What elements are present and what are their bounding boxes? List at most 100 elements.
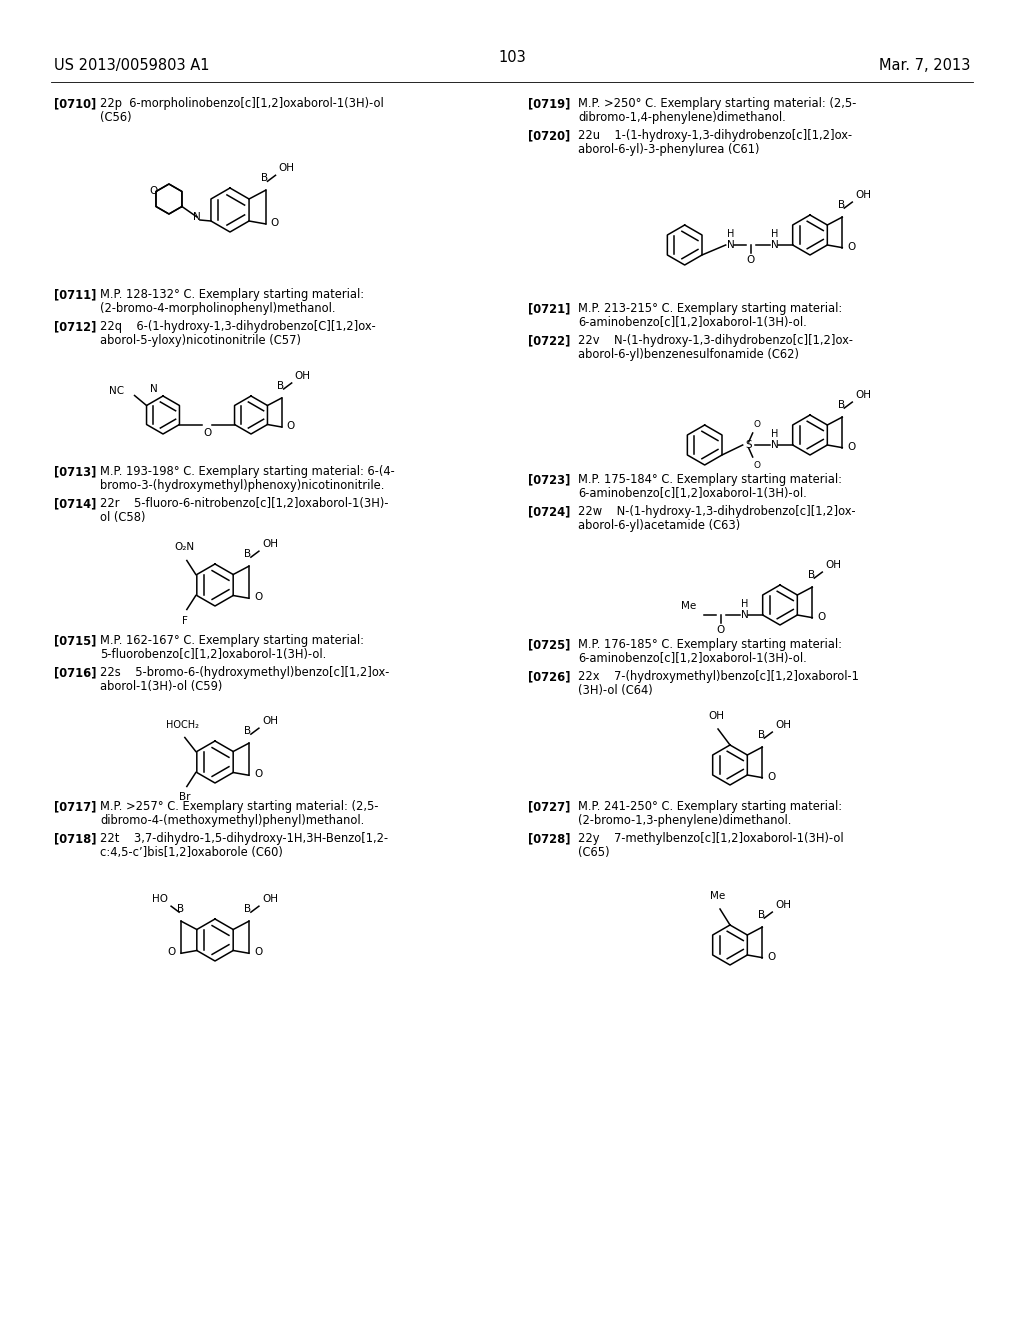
Text: OH: OH [775,900,792,909]
Text: [0715]: [0715] [54,634,96,647]
Text: B: B [278,381,285,391]
Text: 22s    5-bromo-6-(hydroxymethyl)benzo[c][1,2]ox-: 22s 5-bromo-6-(hydroxymethyl)benzo[c][1,… [100,667,389,678]
Text: 6-aminobenzo[c][1,2]oxaborol-1(3H)-ol.: 6-aminobenzo[c][1,2]oxaborol-1(3H)-ol. [578,487,807,500]
Text: 6-aminobenzo[c][1,2]oxaborol-1(3H)-ol.: 6-aminobenzo[c][1,2]oxaborol-1(3H)-ol. [578,652,807,665]
Text: (2-bromo-4-morpholinophenyl)methanol.: (2-bromo-4-morpholinophenyl)methanol. [100,302,336,315]
Text: (2-bromo-1,3-phenylene)dimethanol.: (2-bromo-1,3-phenylene)dimethanol. [578,814,792,828]
Text: N: N [151,384,158,393]
Text: M.P. 162-167° C. Exemplary starting material:: M.P. 162-167° C. Exemplary starting mate… [100,634,364,647]
Text: [0716]: [0716] [54,667,96,678]
Text: O: O [270,218,279,228]
Text: B: B [758,909,765,920]
Text: [0726]: [0726] [528,671,570,682]
Text: 22p  6-morpholinobenzo[c][1,2]oxaborol-1(3H)-ol: 22p 6-morpholinobenzo[c][1,2]oxaborol-1(… [100,96,384,110]
Text: B: B [758,730,765,741]
Text: N: N [740,610,749,620]
Text: B: B [838,201,845,210]
Text: [0722]: [0722] [528,334,570,347]
Text: B: B [261,173,268,183]
Text: Me: Me [711,891,726,902]
Text: (C56): (C56) [100,111,132,124]
Text: ol (C58): ol (C58) [100,511,145,524]
Text: H: H [771,429,778,440]
Text: [0723]: [0723] [528,473,570,486]
Text: aborol-6-yl)-3-phenylurea (C61): aborol-6-yl)-3-phenylurea (C61) [578,143,760,156]
Text: Mar. 7, 2013: Mar. 7, 2013 [879,58,970,73]
Text: O: O [767,772,775,781]
Text: O: O [287,421,295,432]
Text: [0713]: [0713] [54,465,96,478]
Text: [0724]: [0724] [528,506,570,517]
Text: M.P. 176-185° C. Exemplary starting material:: M.P. 176-185° C. Exemplary starting mate… [578,638,842,651]
Text: B: B [245,726,252,737]
Text: aborol-6-yl)acetamide (C63): aborol-6-yl)acetamide (C63) [578,519,740,532]
Text: OH: OH [262,894,278,904]
Text: HO: HO [153,894,168,904]
Text: US 2013/0059803 A1: US 2013/0059803 A1 [54,58,210,73]
Text: H: H [771,228,778,239]
Text: 22v    N-(1-hydroxy-1,3-dihydrobenzo[c][1,2]ox-: 22v N-(1-hydroxy-1,3-dihydrobenzo[c][1,2… [578,334,853,347]
Text: c:4,5-c’]bis[1,2]oxaborole (C60): c:4,5-c’]bis[1,2]oxaborole (C60) [100,846,283,859]
Text: O: O [150,186,158,195]
Text: OH: OH [825,560,842,570]
Text: O: O [847,442,855,451]
Text: [0717]: [0717] [54,800,96,813]
Text: O: O [817,611,825,622]
Text: NC: NC [110,387,125,396]
Text: O₂N: O₂N [175,543,195,553]
Text: B: B [838,400,845,411]
Text: 22r    5-fluoro-6-nitrobenzo[c][1,2]oxaborol-1(3H)-: 22r 5-fluoro-6-nitrobenzo[c][1,2]oxaboro… [100,498,388,510]
Text: [0710]: [0710] [54,96,96,110]
Text: F: F [182,615,187,626]
Text: [0712]: [0712] [54,319,96,333]
Text: [0720]: [0720] [528,129,570,143]
Text: O: O [767,952,775,962]
Text: bromo-3-(hydroxymethyl)phenoxy)nicotinonitrile.: bromo-3-(hydroxymethyl)phenoxy)nicotinon… [100,479,384,492]
Text: M.P. 213-215° C. Exemplary starting material:: M.P. 213-215° C. Exemplary starting mate… [578,302,843,315]
Text: S: S [745,440,752,450]
Text: [0728]: [0728] [528,832,570,845]
Text: [0727]: [0727] [528,800,570,813]
Text: O: O [168,948,176,957]
Text: dibromo-4-(methoxymethyl)phenyl)methanol.: dibromo-4-(methoxymethyl)phenyl)methanol… [100,814,365,828]
Text: M.P. >250° C. Exemplary starting material: (2,5-: M.P. >250° C. Exemplary starting materia… [578,96,856,110]
Text: O: O [254,770,262,779]
Text: 22u    1-(1-hydroxy-1,3-dihydrobenzo[c][1,2]ox-: 22u 1-(1-hydroxy-1,3-dihydrobenzo[c][1,2… [578,129,852,143]
Text: (C65): (C65) [578,846,609,859]
Text: 22q    6-(1-hydroxy-1,3-dihydrobenzo[C][1,2]ox-: 22q 6-(1-hydroxy-1,3-dihydrobenzo[C][1,2… [100,319,376,333]
Text: N: N [771,440,778,450]
Text: [0714]: [0714] [54,498,96,510]
Text: M.P. >257° C. Exemplary starting material: (2,5-: M.P. >257° C. Exemplary starting materia… [100,800,379,813]
Text: H: H [727,228,734,239]
Text: O: O [717,624,725,635]
Text: N: N [727,240,734,249]
Text: 103: 103 [498,50,526,65]
Text: (3H)-ol (C64): (3H)-ol (C64) [578,684,652,697]
Text: M.P. 241-250° C. Exemplary starting material:: M.P. 241-250° C. Exemplary starting mate… [578,800,842,813]
Text: B: B [176,904,183,915]
Text: OH: OH [775,721,792,730]
Text: OH: OH [855,190,871,201]
Text: 22t    3,7-dihydro-1,5-dihydroxy-1H,3H-Benzo[1,2-: 22t 3,7-dihydro-1,5-dihydroxy-1H,3H-Benz… [100,832,388,845]
Text: N: N [771,240,778,249]
Text: dibromo-1,4-phenylene)dimethanol.: dibromo-1,4-phenylene)dimethanol. [578,111,785,124]
Text: [0711]: [0711] [54,288,96,301]
Text: O: O [254,593,262,602]
Text: [0719]: [0719] [528,96,570,110]
Text: [0718]: [0718] [54,832,96,845]
Text: OH: OH [708,711,724,721]
Text: 22x    7-(hydroxymethyl)benzo[c][1,2]oxaborol-1: 22x 7-(hydroxymethyl)benzo[c][1,2]oxabor… [578,671,859,682]
Text: N: N [194,213,201,222]
Text: O: O [754,461,761,470]
Text: B: B [245,904,252,915]
Text: B: B [245,549,252,560]
Text: O: O [254,948,262,957]
Text: O: O [847,242,855,252]
Text: 6-aminobenzo[c][1,2]oxaborol-1(3H)-ol.: 6-aminobenzo[c][1,2]oxaborol-1(3H)-ol. [578,315,807,329]
Text: 22w    N-(1-hydroxy-1,3-dihydrobenzo[c][1,2]ox-: 22w N-(1-hydroxy-1,3-dihydrobenzo[c][1,2… [578,506,856,517]
Text: OH: OH [295,371,310,381]
Text: 5-fluorobenzo[c][1,2]oxaborol-1(3H)-ol.: 5-fluorobenzo[c][1,2]oxaborol-1(3H)-ol. [100,648,327,661]
Text: O: O [754,420,761,429]
Text: B: B [808,570,815,579]
Text: OH: OH [855,391,871,400]
